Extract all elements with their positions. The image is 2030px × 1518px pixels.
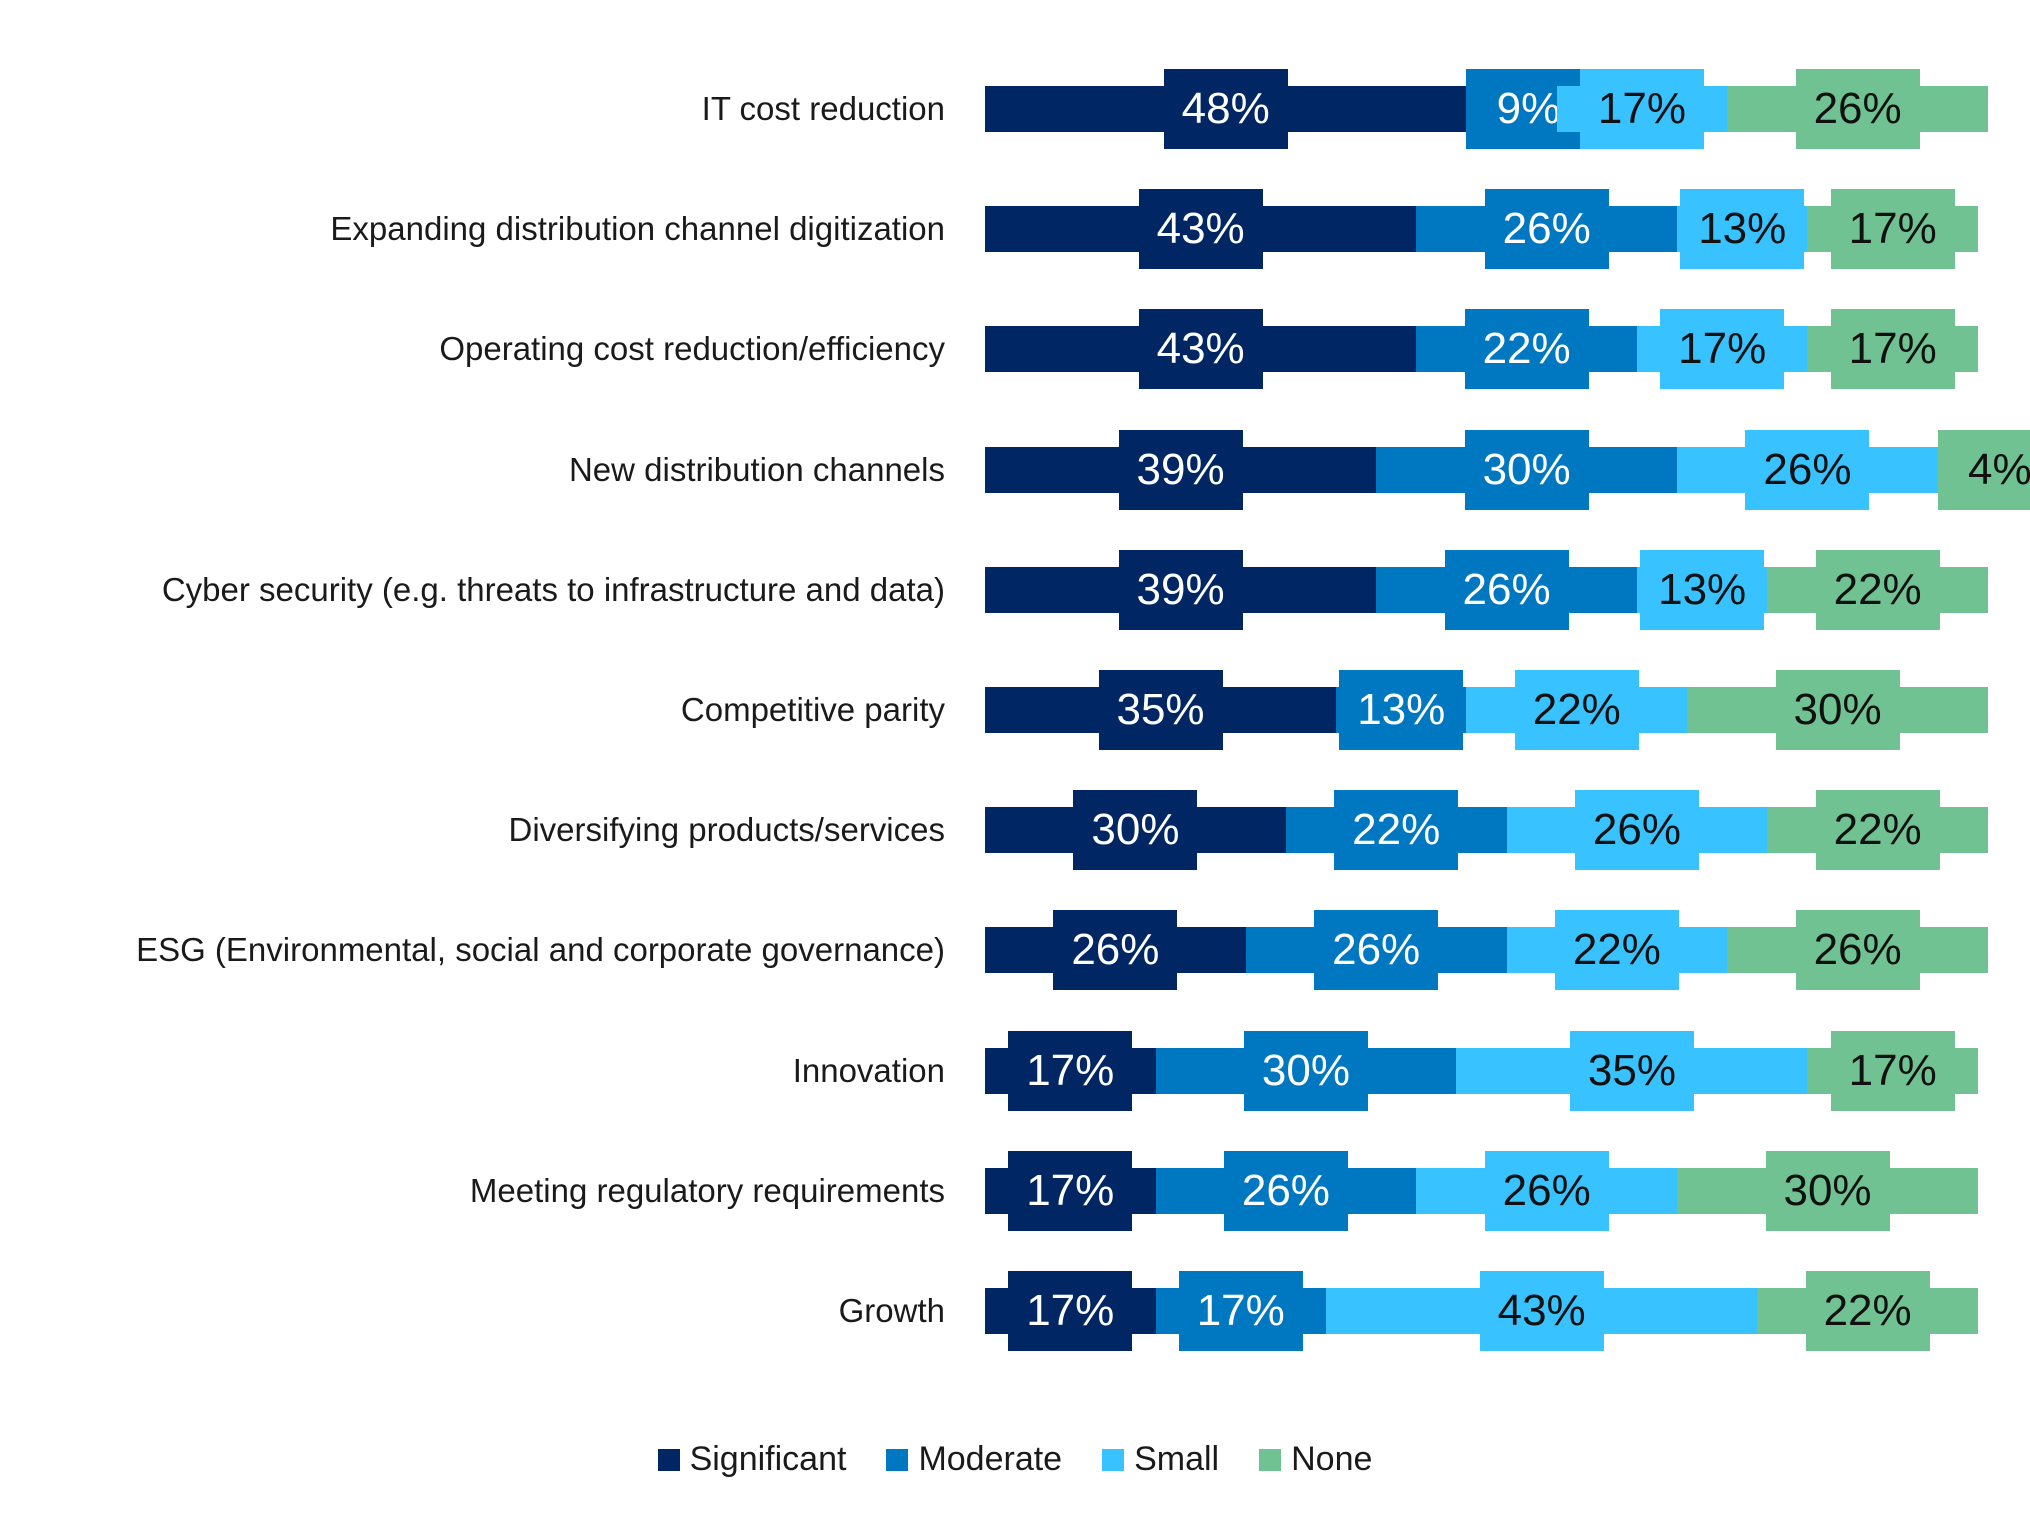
data-label: 30% [1243, 1030, 1368, 1111]
category-label: Competitive parity [680, 691, 945, 728]
data-label: 17% [1830, 1030, 1955, 1111]
data-label: 22% [1334, 790, 1459, 871]
data-label: 17% [1008, 1271, 1133, 1351]
data-label: 17% [1008, 1150, 1133, 1231]
category-label: Growth [838, 1292, 945, 1329]
data-label: 26% [1444, 549, 1569, 630]
category-label: Innovation [792, 1051, 945, 1089]
data-label: 26% [1574, 790, 1699, 871]
data-label: 26% [1484, 189, 1609, 270]
data-label: 26% [1484, 1150, 1609, 1231]
data-label: 26% [1314, 910, 1439, 991]
data-label: 35% [1098, 670, 1223, 750]
category-label: IT cost reduction [701, 90, 945, 127]
legend-label: Significant [689, 1440, 847, 1478]
data-label: 39% [1118, 429, 1243, 510]
data-label: 26% [1745, 429, 1870, 510]
data-label: 22% [1815, 549, 1940, 630]
data-label: 17% [1008, 1030, 1133, 1111]
data-label: 13% [1680, 189, 1805, 270]
data-label: 26% [1795, 69, 1920, 149]
category-label: Expanding distribution channel digitizat… [330, 210, 945, 248]
data-label: 43% [1138, 189, 1263, 270]
data-label: 35% [1569, 1030, 1694, 1111]
legend: Significant Moderate Small None [0, 1440, 2030, 1479]
data-label: 22% [1464, 309, 1589, 390]
data-label: 39% [1118, 549, 1243, 630]
legend-item-small: Small [1102, 1440, 1219, 1479]
legend-item-moderate: Moderate [886, 1440, 1062, 1479]
legend-label: Small [1134, 1440, 1220, 1478]
data-label: 22% [1805, 1271, 1930, 1351]
legend-label: Moderate [918, 1440, 1063, 1478]
category-label: ESG (Environmental, social and corporate… [136, 931, 945, 969]
data-label: 22% [1514, 670, 1639, 750]
legend-item-significant: Significant [657, 1440, 847, 1479]
data-label: 26% [1053, 910, 1178, 991]
data-label: 17% [1830, 309, 1955, 390]
category-label: Diversifying products/services [508, 811, 945, 849]
data-label: 13% [1640, 549, 1765, 630]
data-label: 30% [1073, 790, 1198, 871]
data-label: 30% [1464, 429, 1589, 510]
legend-item-none: None [1259, 1440, 1372, 1479]
data-label: 17% [1178, 1271, 1303, 1351]
data-label: 30% [1775, 670, 1900, 750]
data-label: 43% [1479, 1271, 1604, 1351]
legend-label: None [1291, 1440, 1373, 1478]
data-label: 22% [1554, 910, 1679, 991]
data-label: 4% [1937, 429, 2030, 510]
data-label: 17% [1830, 189, 1955, 270]
legend-swatch [1102, 1448, 1125, 1471]
data-label: 17% [1579, 69, 1704, 149]
data-label: 43% [1138, 309, 1263, 390]
data-label: 13% [1339, 670, 1464, 750]
legend-swatch [886, 1448, 909, 1471]
data-label: 22% [1815, 790, 1940, 871]
data-label: 48% [1163, 69, 1288, 149]
category-label: Operating cost reduction/efficiency [439, 330, 945, 368]
legend-swatch [1259, 1448, 1282, 1471]
data-label: 30% [1765, 1150, 1890, 1231]
data-label: 26% [1223, 1150, 1348, 1231]
category-label: Meeting regulatory requirements [469, 1171, 945, 1209]
category-label: Cyber security (e.g. threats to infrastr… [161, 570, 945, 608]
category-label: New distribution channels [568, 450, 945, 488]
legend-swatch [657, 1448, 680, 1471]
data-label: 26% [1795, 910, 1920, 991]
data-label: 17% [1660, 309, 1785, 390]
